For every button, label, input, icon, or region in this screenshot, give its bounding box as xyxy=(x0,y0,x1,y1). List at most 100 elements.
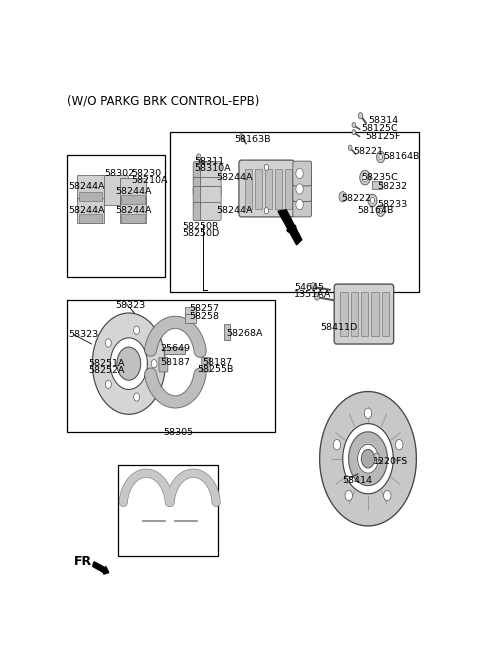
Text: 54645: 54645 xyxy=(294,282,324,292)
Bar xyxy=(121,195,144,204)
Circle shape xyxy=(311,282,316,290)
Circle shape xyxy=(374,453,379,460)
Text: 58125F: 58125F xyxy=(366,132,401,141)
Text: 58305: 58305 xyxy=(163,428,193,437)
Text: FR.: FR. xyxy=(74,556,97,568)
Circle shape xyxy=(151,360,157,368)
Polygon shape xyxy=(92,313,165,414)
Polygon shape xyxy=(348,432,387,486)
Text: 58323: 58323 xyxy=(115,301,145,310)
Text: 58268A: 58268A xyxy=(227,329,263,338)
Circle shape xyxy=(196,154,201,160)
Bar xyxy=(118,466,218,556)
Text: 58311: 58311 xyxy=(195,157,225,166)
Bar xyxy=(121,214,144,223)
Bar xyxy=(185,314,196,323)
Polygon shape xyxy=(362,174,368,182)
Text: 58244A: 58244A xyxy=(115,206,152,215)
Circle shape xyxy=(339,192,347,202)
Text: 58414: 58414 xyxy=(342,476,372,485)
Text: 58302: 58302 xyxy=(104,169,134,178)
Circle shape xyxy=(352,122,356,127)
Text: 58244A: 58244A xyxy=(115,187,152,195)
Bar xyxy=(224,324,230,340)
Text: 58250R: 58250R xyxy=(183,221,219,231)
Circle shape xyxy=(296,184,303,194)
Text: 58314: 58314 xyxy=(369,116,399,125)
Bar xyxy=(372,293,379,336)
FancyBboxPatch shape xyxy=(97,176,129,205)
Bar xyxy=(170,132,419,293)
Bar xyxy=(245,169,252,209)
Circle shape xyxy=(396,440,403,450)
Text: 58244A: 58244A xyxy=(216,173,253,182)
Bar xyxy=(265,169,272,209)
Polygon shape xyxy=(343,423,393,494)
FancyBboxPatch shape xyxy=(293,192,312,217)
Circle shape xyxy=(345,476,350,483)
Bar xyxy=(77,198,104,223)
Text: 58232: 58232 xyxy=(377,182,407,191)
Bar xyxy=(275,169,282,209)
Text: 1351AA: 1351AA xyxy=(294,290,332,299)
Circle shape xyxy=(133,326,140,334)
FancyBboxPatch shape xyxy=(293,161,312,186)
Bar xyxy=(67,156,165,277)
Text: 58187: 58187 xyxy=(202,358,232,366)
Circle shape xyxy=(106,380,111,389)
Text: 58323: 58323 xyxy=(68,330,98,340)
FancyBboxPatch shape xyxy=(193,187,214,205)
Text: 58230: 58230 xyxy=(132,169,162,178)
FancyBboxPatch shape xyxy=(201,187,221,205)
Circle shape xyxy=(359,113,363,119)
Text: 58258: 58258 xyxy=(190,311,219,321)
Bar xyxy=(79,214,102,223)
Circle shape xyxy=(133,393,140,401)
Polygon shape xyxy=(360,170,370,185)
Text: 58251A: 58251A xyxy=(88,359,124,368)
Polygon shape xyxy=(377,205,385,217)
Circle shape xyxy=(314,293,320,300)
Polygon shape xyxy=(379,208,383,213)
Bar xyxy=(350,293,358,336)
Circle shape xyxy=(296,168,303,178)
Polygon shape xyxy=(368,194,377,207)
Circle shape xyxy=(364,408,372,419)
Text: 58244A: 58244A xyxy=(68,182,105,191)
Text: 1220FS: 1220FS xyxy=(372,458,408,466)
Polygon shape xyxy=(379,154,383,160)
Bar xyxy=(382,293,389,336)
Polygon shape xyxy=(377,151,385,162)
Bar xyxy=(255,169,262,209)
Bar xyxy=(79,192,102,201)
Polygon shape xyxy=(110,338,147,389)
FancyBboxPatch shape xyxy=(193,178,214,196)
Text: 58250D: 58250D xyxy=(183,229,220,238)
FancyBboxPatch shape xyxy=(239,160,294,217)
Bar xyxy=(164,347,185,354)
FancyBboxPatch shape xyxy=(159,358,168,372)
Bar xyxy=(120,198,146,223)
Text: 58164B: 58164B xyxy=(358,206,394,215)
Text: 58244A: 58244A xyxy=(68,206,105,215)
FancyBboxPatch shape xyxy=(201,162,221,180)
Circle shape xyxy=(106,339,111,347)
Circle shape xyxy=(240,134,243,139)
Bar xyxy=(285,169,292,209)
Circle shape xyxy=(333,440,341,450)
Circle shape xyxy=(345,491,352,501)
Text: 58310A: 58310A xyxy=(195,164,231,173)
Text: 58221: 58221 xyxy=(353,148,383,156)
FancyBboxPatch shape xyxy=(201,202,221,221)
Text: 58411D: 58411D xyxy=(321,323,358,332)
Circle shape xyxy=(264,207,269,214)
Circle shape xyxy=(117,347,141,380)
FancyBboxPatch shape xyxy=(193,162,214,180)
Text: 58255B: 58255B xyxy=(198,365,234,374)
Text: 58125C: 58125C xyxy=(361,124,398,133)
Circle shape xyxy=(348,145,352,150)
Circle shape xyxy=(264,164,269,170)
FancyBboxPatch shape xyxy=(201,178,221,196)
Bar xyxy=(185,307,196,316)
Text: (W/O PARKG BRK CONTROL-EPB): (W/O PARKG BRK CONTROL-EPB) xyxy=(67,95,259,108)
